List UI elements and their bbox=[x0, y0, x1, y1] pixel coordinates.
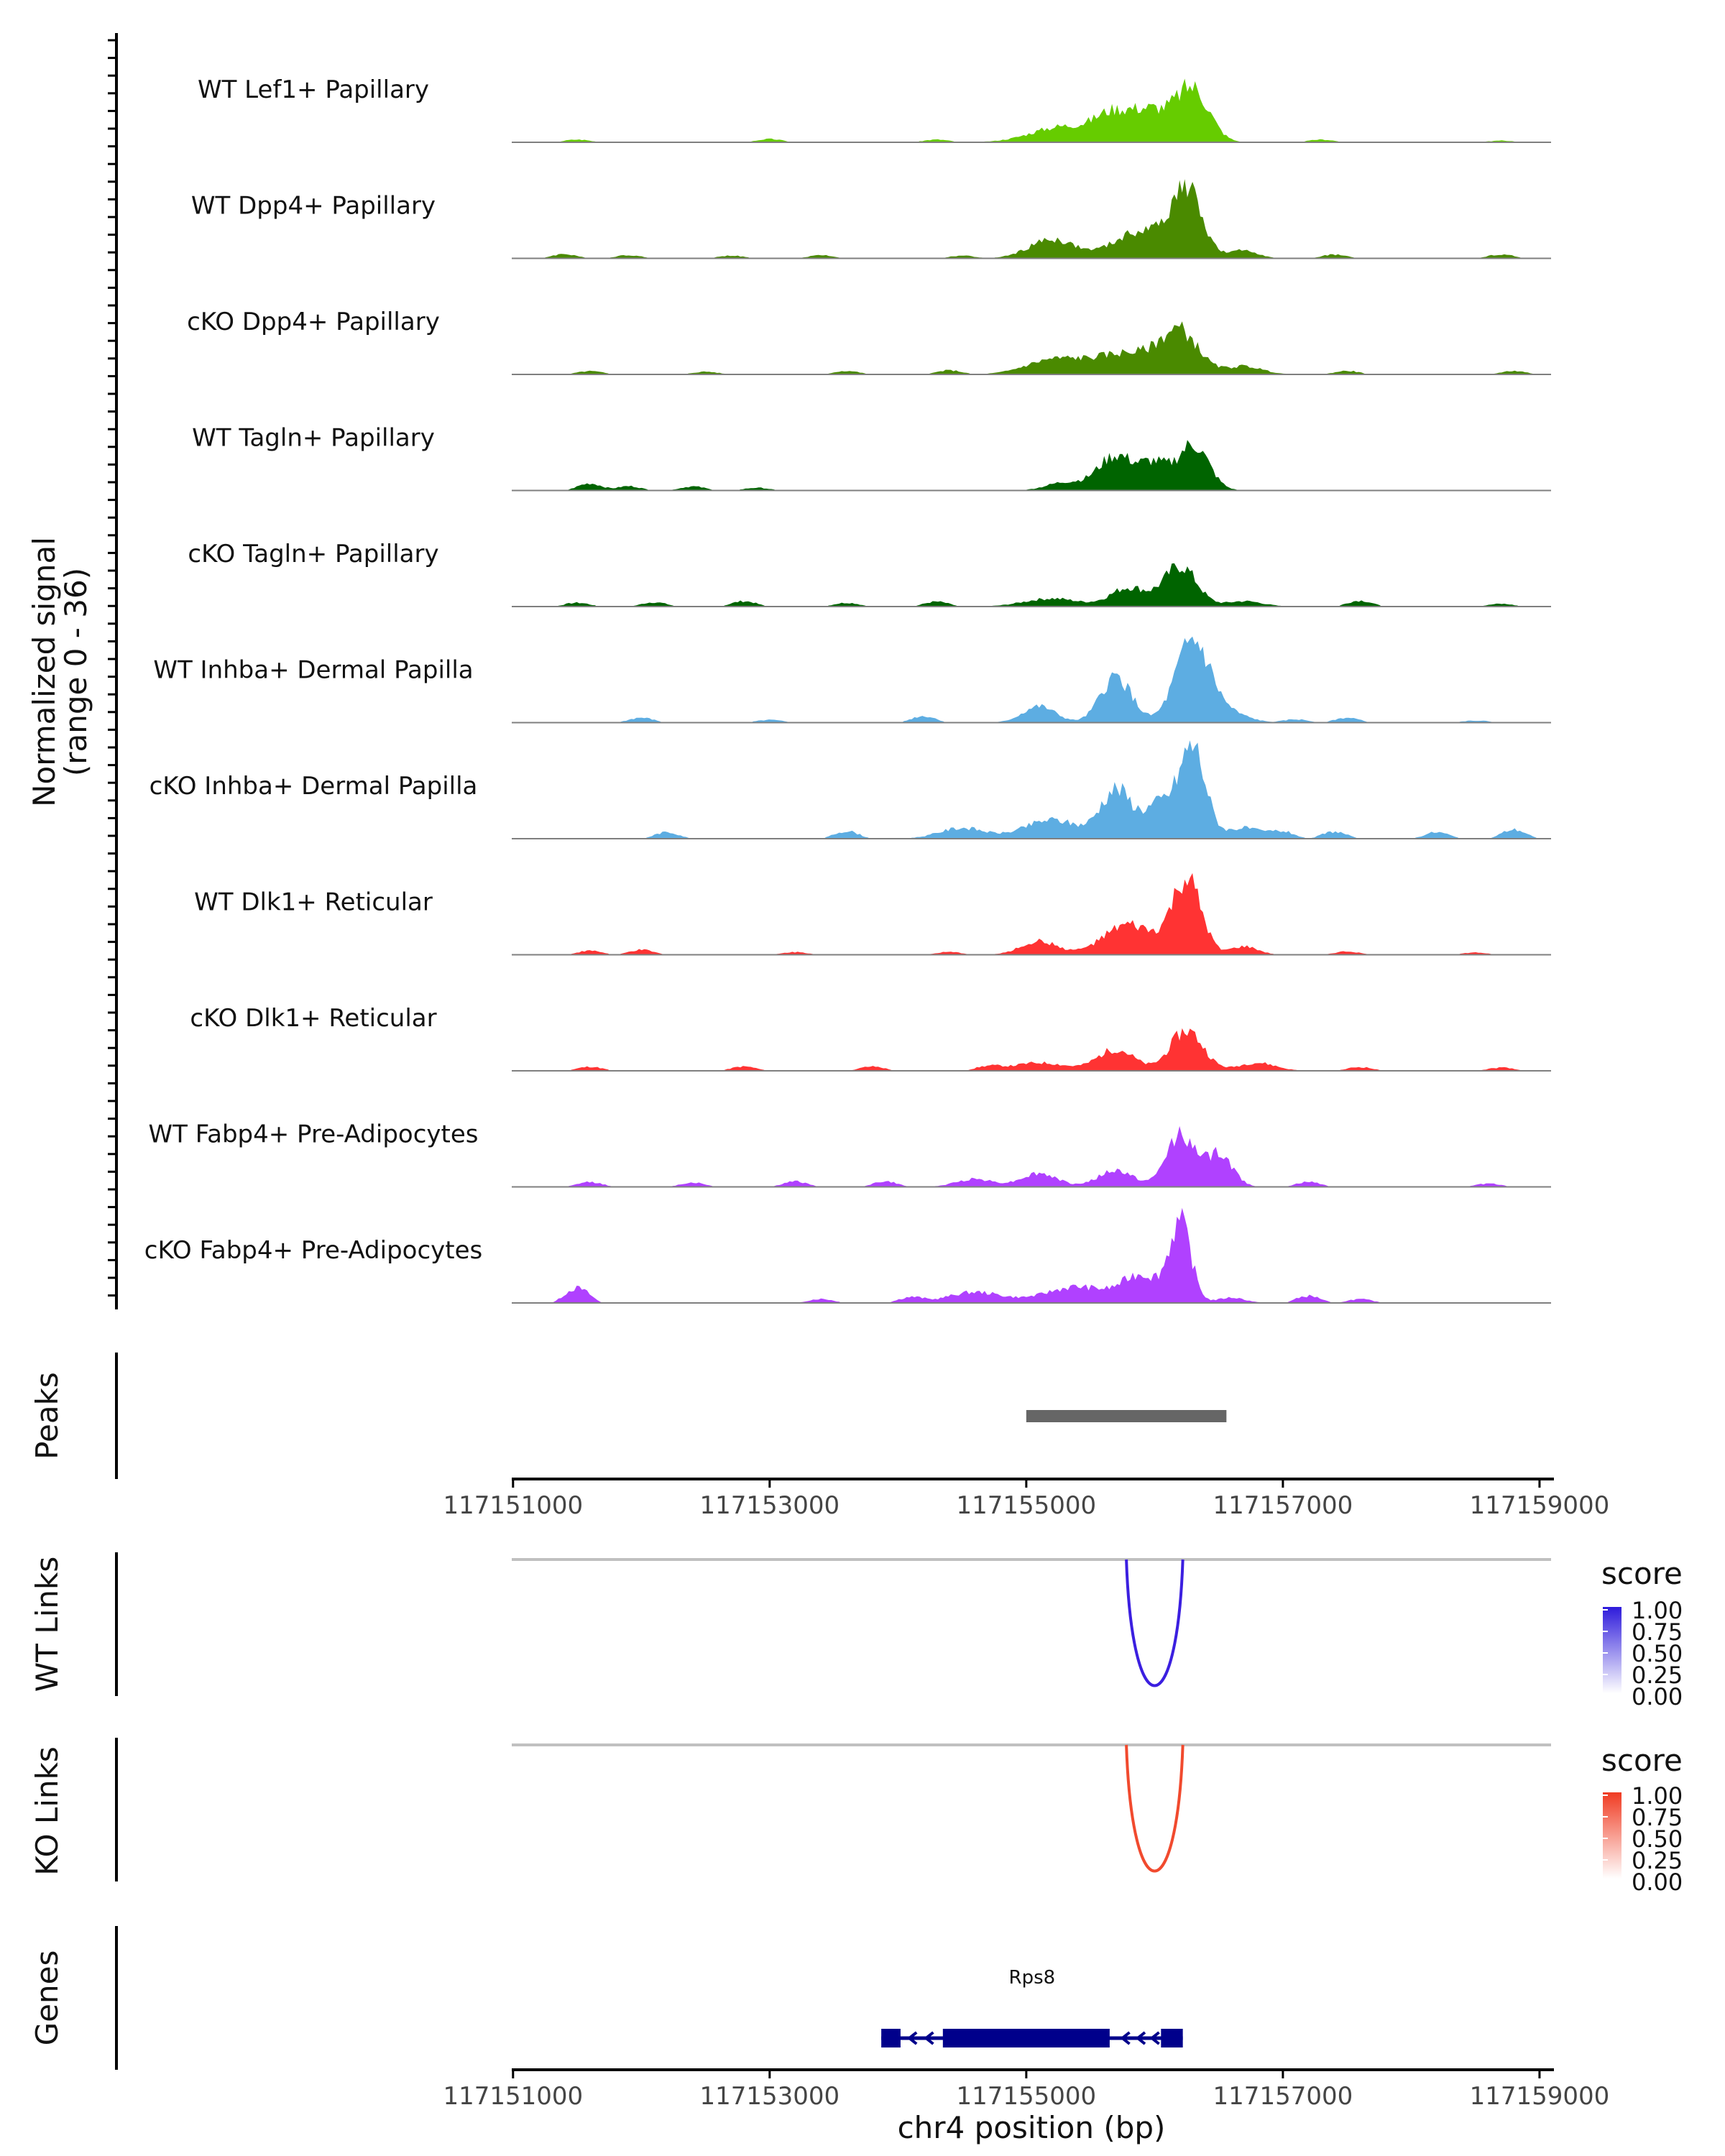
legend-tick-label: 0.25 bbox=[1632, 1847, 1683, 1874]
ko-legend-colorbar bbox=[1603, 1792, 1622, 1879]
legend-tick-label: 0.25 bbox=[1632, 1662, 1683, 1689]
coverage-area bbox=[512, 179, 1551, 259]
x-tick-label: 117153000 bbox=[699, 2082, 840, 2111]
x-tick-label: 117157000 bbox=[1213, 2082, 1353, 2111]
legend-tick-label: 0.00 bbox=[1632, 1869, 1683, 1896]
coverage-area bbox=[512, 1028, 1551, 1071]
coverage-track: WT Dpp4+ Papillary bbox=[191, 179, 1551, 259]
x-tick-label: 117159000 bbox=[1470, 1491, 1610, 1520]
peaks-track: Peaks bbox=[29, 1353, 1227, 1479]
coverage-track: WT Tagln+ Papillary bbox=[192, 424, 1551, 492]
gene-exon bbox=[1161, 2029, 1183, 2047]
legend-tick-label: 0.50 bbox=[1632, 1640, 1683, 1667]
legend-tick-label: 1.00 bbox=[1632, 1597, 1683, 1624]
coverage-area bbox=[512, 872, 1551, 955]
ko-links-track: KO Links bbox=[29, 1738, 1551, 1881]
y-axis-title: Normalized signal (range 0 - 36) bbox=[27, 537, 93, 807]
track-label: cKO Dlk1+ Reticular bbox=[190, 1004, 436, 1033]
track-label: WT Tagln+ Papillary bbox=[192, 424, 435, 453]
x-tick-label: 117157000 bbox=[1213, 1491, 1353, 1520]
coverage-track: cKO Fabp4+ Pre-Adipocytes bbox=[144, 1207, 1551, 1304]
ko-legend-ticks: 1.000.750.500.250.00 bbox=[1603, 1782, 1683, 1896]
track-label: WT Dpp4+ Papillary bbox=[191, 192, 436, 221]
coverage-track: WT Lef1+ Papillary bbox=[198, 75, 1551, 143]
y-axis-title-line1: Normalized signal bbox=[27, 537, 62, 807]
track-label: WT Dlk1+ Reticular bbox=[194, 888, 433, 917]
strand-arrow bbox=[906, 2031, 918, 2045]
track-label: WT Inhba+ Dermal Papilla bbox=[153, 656, 473, 685]
coverage-area bbox=[512, 740, 1551, 839]
legend-tick-label: 0.75 bbox=[1632, 1804, 1683, 1831]
track-label: cKO Tagln+ Papillary bbox=[188, 540, 438, 568]
strand-arrow bbox=[1149, 2031, 1160, 2045]
genes-label: Genes bbox=[29, 1950, 65, 2046]
x-tick-label: 117153000 bbox=[699, 1491, 840, 1520]
x-tick-label: 117159000 bbox=[1470, 2082, 1610, 2111]
coverage-y-axis-ticks bbox=[108, 39, 116, 1297]
coverage-area bbox=[512, 1207, 1551, 1303]
coverage-area bbox=[512, 440, 1551, 491]
gene-name-rps8: Rps8 bbox=[1009, 1967, 1056, 1989]
legend-tick-label: 0.75 bbox=[1632, 1618, 1683, 1646]
track-label: cKO Fabp4+ Pre-Adipocytes bbox=[144, 1236, 483, 1265]
coverage-track: WT Fabp4+ Pre-Adipocytes bbox=[149, 1120, 1551, 1188]
ko-score-legend: score 1.000.750.500.250.00 bbox=[1601, 1743, 1683, 1896]
ko-legend-title: score bbox=[1601, 1743, 1683, 1778]
x-tick-label: 117155000 bbox=[957, 2082, 1097, 2111]
wt-links-track: WT Links bbox=[29, 1552, 1551, 1696]
coverage-area bbox=[512, 563, 1551, 607]
gene-exon bbox=[881, 2029, 901, 2047]
peak-region-bar bbox=[1026, 1410, 1227, 1422]
wt-legend-ticks: 1.000.750.500.250.00 bbox=[1603, 1597, 1683, 1710]
coverage-tracks: WT Lef1+ Papillary WT Dpp4+ Papillary cKO … bbox=[144, 75, 1551, 1304]
legend-tick-label: 1.00 bbox=[1632, 1782, 1683, 1810]
peaks-label: Peaks bbox=[29, 1372, 65, 1460]
wt-links-label: WT Links bbox=[29, 1557, 65, 1692]
coverage-track: cKO Tagln+ Papillary bbox=[188, 540, 1551, 607]
gene-model-rps8 bbox=[881, 2029, 1183, 2047]
x-tick-label: 117151000 bbox=[443, 2082, 583, 2111]
track-label: cKO Inhba+ Dermal Papilla bbox=[150, 772, 478, 801]
strand-arrow bbox=[1120, 2031, 1131, 2045]
ko-link-arc bbox=[1125, 1744, 1184, 1873]
y-axis-title-line2: (range 0 - 36) bbox=[58, 568, 93, 776]
ko-links-label: KO Links bbox=[29, 1746, 65, 1876]
strand-arrow bbox=[924, 2031, 934, 2045]
coverage-track: cKO Dpp4+ Papillary bbox=[187, 308, 1551, 375]
x-axis-title: chr4 position (bp) bbox=[898, 2110, 1166, 2145]
coverage-area bbox=[512, 636, 1551, 723]
wt-score-legend: score 1.000.750.500.250.00 bbox=[1601, 1556, 1683, 1710]
genes-track: Genes Rps8 bbox=[29, 1926, 1183, 2070]
genomic-x-axis-bottom: 117151000 117153000 117155000 117157000 1171… bbox=[443, 2068, 1610, 2111]
coverage-area bbox=[512, 321, 1551, 374]
track-label: cKO Dpp4+ Papillary bbox=[187, 308, 440, 336]
wt-legend-title: score bbox=[1601, 1556, 1683, 1591]
coverage-area bbox=[512, 1125, 1551, 1187]
wt-legend-colorbar bbox=[1603, 1607, 1622, 1693]
track-label: WT Fabp4+ Pre-Adipocytes bbox=[149, 1120, 479, 1149]
legend-tick-label: 0.00 bbox=[1632, 1683, 1683, 1710]
coverage-track: cKO Dlk1+ Reticular bbox=[190, 1004, 1551, 1072]
track-label: WT Lef1+ Papillary bbox=[198, 75, 429, 104]
coverage-area bbox=[512, 78, 1551, 142]
coverage-track: WT Dlk1+ Reticular bbox=[194, 872, 1551, 956]
legend-tick-label: 0.50 bbox=[1632, 1825, 1683, 1853]
gene-exon bbox=[942, 2029, 1110, 2047]
wt-link-arc bbox=[1125, 1559, 1184, 1687]
coverage-track: WT Inhba+ Dermal Papilla bbox=[153, 636, 1551, 724]
x-tick-label: 117151000 bbox=[443, 1491, 583, 1520]
strand-arrow bbox=[1135, 2031, 1146, 2045]
genomic-x-axis-top: 117151000 117153000 117155000 117157000 1171… bbox=[443, 1478, 1610, 1520]
coverage-track: cKO Inhba+ Dermal Papilla bbox=[150, 740, 1551, 839]
x-tick-label: 117155000 bbox=[957, 1491, 1097, 1520]
